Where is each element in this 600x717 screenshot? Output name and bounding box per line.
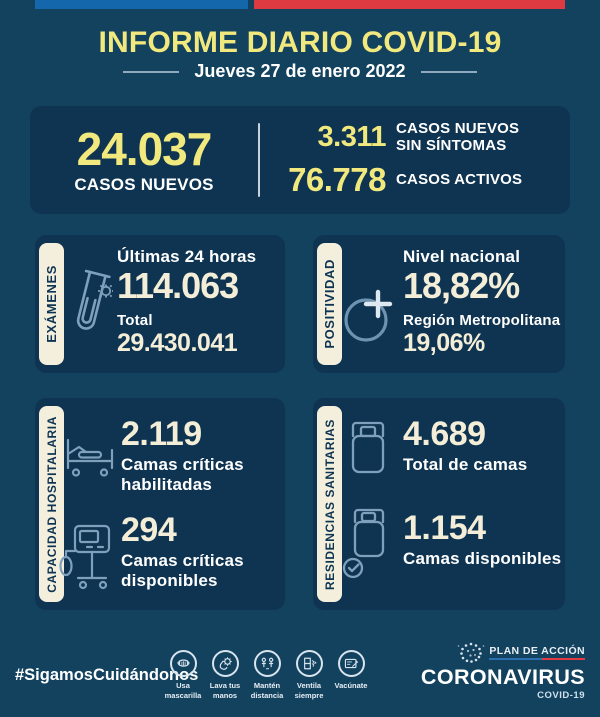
bed-check-icon [341, 506, 393, 586]
hospital-bed-icon [63, 434, 117, 480]
total-camas-stat: 4.689 Total de camas [403, 415, 528, 475]
ventilate-label-line2: siempre [294, 690, 324, 700]
plan-de-accion-text: PLAN DE ACCIÓN [489, 644, 585, 657]
date-divider-right [420, 70, 477, 73]
examenes-total-value: 29.430.041 [117, 328, 238, 357]
wash-hands-label: Lava tus manos [210, 681, 240, 701]
camas-disponibles-label: Camas críticas disponibles [121, 551, 244, 591]
logo-top-row: PLAN DE ACCIÓN [457, 639, 585, 665]
distance-label-line2: distancia [250, 690, 284, 700]
new-cases-value: 24.037 [76, 122, 213, 175]
test-tube-icon [67, 261, 113, 347]
wash-hands-label-line1: Lava tus [209, 681, 241, 690]
vaccinate-label: Vacúnate [335, 681, 368, 691]
mask-label-line1: Usa [176, 681, 190, 690]
positividad-nacional-value: 18,82% [403, 265, 520, 307]
camas-disp-residencias-value: 1.154 [403, 509, 486, 547]
hashtag-text: #SigamosCuidándonos [15, 666, 199, 684]
positividad-panel: POSITIVIDAD Nivel nacional 18,82% Región… [313, 235, 565, 373]
flag-stripe-blue [35, 0, 248, 9]
mask-icon [169, 650, 197, 677]
asymptomatic-cases-row: 3.311 CASOS NUEVOS SIN SÍNTOMAS [264, 120, 562, 154]
bed-icon [345, 418, 391, 476]
distance-label: Mantén distancia [251, 681, 284, 701]
plus-circle-icon [343, 283, 397, 345]
date-divider-left [123, 70, 180, 73]
ventilate-icon [295, 650, 323, 677]
vaccinate-label-line1: Vacúnate [334, 681, 368, 690]
positividad-nacional-label: Nivel nacional [403, 247, 521, 266]
residencias-tab-label: RESIDENCIAS SANITARIAS [322, 418, 337, 590]
camas-habilitadas-line2: habilitadas [121, 475, 213, 495]
camas-disp-residencias-label: Camas disponibles [403, 549, 562, 569]
summary-panel: 24.037 CASOS NUEVOS 3.311 CASOS NUEVOS S… [30, 106, 570, 214]
active-cases-value: 76.778 [288, 161, 386, 198]
active-label-line1: CASOS ACTIVOS [396, 170, 523, 188]
active-cases-label: CASOS ACTIVOS [396, 170, 523, 189]
asymptomatic-cases-label: CASOS NUEVOS SIN SÍNTOMAS [396, 120, 520, 154]
page-title: INFORME DIARIO COVID-19 [98, 26, 502, 59]
wash-hands-label-line2: manos [212, 690, 238, 700]
virus-dots-icon [457, 639, 485, 665]
examenes-panel: EXÁMENES Últimas 24 horas 114.063 Total … [35, 235, 285, 373]
capacidad-panel: CAPACIDAD HOSPITALARIA 2.119 Camas críti… [35, 398, 285, 610]
new-cases-label: CASOS NUEVOS [74, 174, 214, 194]
covid19-sub-text: COVID-19 [537, 689, 585, 701]
asymptomatic-label-line1: CASOS NUEVOS [396, 120, 520, 137]
measure-mask: Usa mascarilla [162, 650, 204, 701]
summary-divider [258, 123, 260, 197]
positividad-rm-value: 19,06% [403, 328, 485, 357]
examenes-tab-label: EXÁMENES [44, 265, 59, 343]
distance-label-line1: Mantén [253, 681, 281, 690]
plan-text-wrap: PLAN DE ACCIÓN [489, 645, 585, 660]
measure-vaccinate: Vacúnate [330, 650, 372, 701]
ventilate-label: Ventila siempre [295, 681, 324, 701]
plan-flag-underline [489, 657, 585, 660]
camas-habilitadas-line1: Camas críticas [121, 455, 244, 475]
report-date: Jueves 27 de enero 2022 [194, 61, 406, 81]
positividad-tab: POSITIVIDAD [317, 243, 342, 365]
mask-label: Usa mascarilla [165, 681, 202, 701]
camas-habilitadas-value: 2.119 [121, 415, 202, 453]
asymptomatic-label-line2: SIN SÍNTOMAS [396, 136, 507, 154]
wash-hands-icon [211, 650, 239, 677]
residencias-panel: RESIDENCIAS SANITARIAS 4.689 Total de ca… [313, 398, 565, 610]
examenes-stats: Últimas 24 horas 114.063 Total 29.430.04… [117, 247, 256, 357]
summary-side-stats: 3.311 CASOS NUEVOS SIN SÍNTOMAS 76.778 C… [264, 106, 562, 214]
measure-wash-hands: Lava tus manos [204, 650, 246, 701]
measure-ventilate: Ventila siempre [288, 650, 330, 701]
measure-distance: Mantén distancia [246, 650, 288, 701]
residencias-tab: RESIDENCIAS SANITARIAS [317, 406, 342, 602]
total-camas-label: Total de camas [403, 455, 528, 475]
camas-disponibles-line1: Camas críticas [121, 551, 244, 571]
positividad-tab-label: POSITIVIDAD [322, 259, 337, 349]
plan-accion-logo: PLAN DE ACCIÓN CORONAVIRUS COVID-19 [421, 639, 585, 701]
camas-disp-residencias-stat: 1.154 Camas disponibles [403, 509, 562, 569]
positividad-stats: Nivel nacional 18,82% Región Metropolita… [403, 247, 560, 357]
total-camas-value: 4.689 [403, 415, 486, 453]
camas-disponibles-value: 294 [121, 511, 177, 549]
new-cases-block: 24.037 CASOS NUEVOS [30, 106, 258, 214]
mask-label-line2: mascarilla [164, 690, 202, 700]
examenes-24h-label: Últimas 24 horas [117, 247, 257, 266]
date-row: Jueves 27 de enero 2022 [0, 61, 600, 82]
examenes-24h-value: 114.063 [117, 265, 239, 307]
examenes-total-label: Total [117, 311, 153, 329]
camas-criticas-habilitadas: 2.119 Camas críticas habilitadas [121, 415, 244, 495]
flag-stripe-red [254, 0, 565, 9]
positividad-rm-label: Región Metropolitana [403, 311, 561, 329]
examenes-tab: EXÁMENES [39, 243, 64, 365]
vaccinate-icon [337, 650, 365, 677]
active-cases-row: 76.778 CASOS ACTIVOS [264, 161, 562, 199]
camas-habilitadas-label: Camas críticas habilitadas [121, 455, 244, 495]
ventilator-icon [57, 522, 115, 596]
coronavirus-brand-text: CORONAVIRUS [420, 665, 585, 689]
distance-icon [253, 650, 281, 677]
camas-criticas-disponibles: 294 Camas críticas disponibles [121, 511, 244, 591]
camas-disponibles-line2: disponibles [121, 571, 218, 591]
ventilate-label-line1: Ventila [296, 681, 322, 690]
asymptomatic-cases-value: 3.311 [317, 121, 387, 153]
prevention-measures: Usa mascarilla Lava tus manos [162, 650, 372, 701]
